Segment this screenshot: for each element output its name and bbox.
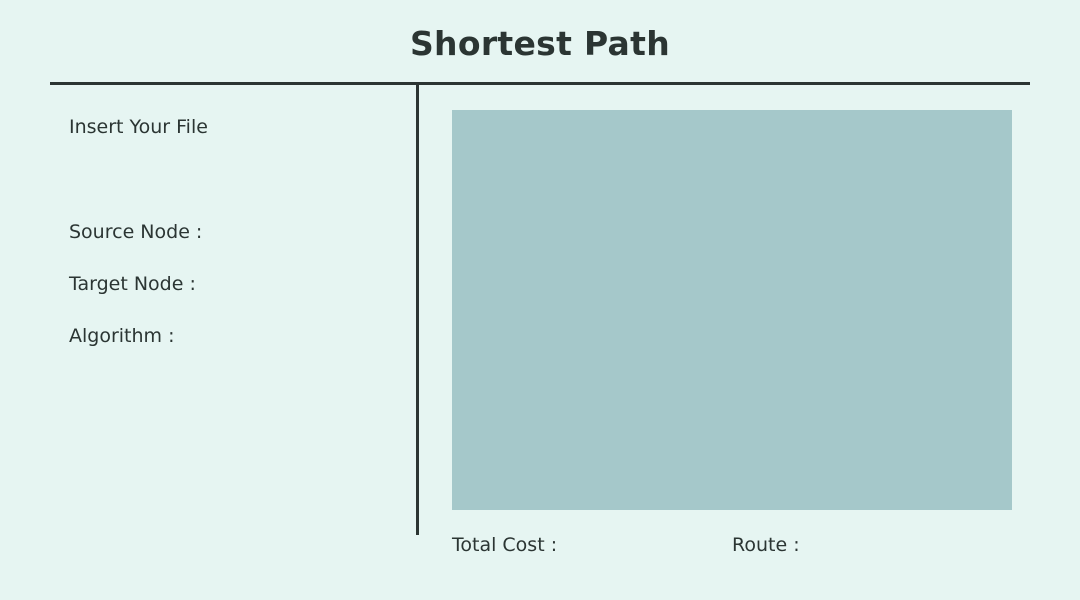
panel-divider [416,85,419,535]
header-divider [50,82,1030,85]
graph-canvas [452,110,1012,510]
algorithm-label: Algorithm : [69,325,175,347]
insert-file-label[interactable]: Insert Your File [69,116,208,138]
route-label: Route : [732,534,800,556]
source-node-label: Source Node : [69,221,203,243]
total-cost-label: Total Cost : [452,534,558,556]
page-title: Shortest Path [409,24,670,63]
target-node-label: Target Node : [69,273,196,295]
